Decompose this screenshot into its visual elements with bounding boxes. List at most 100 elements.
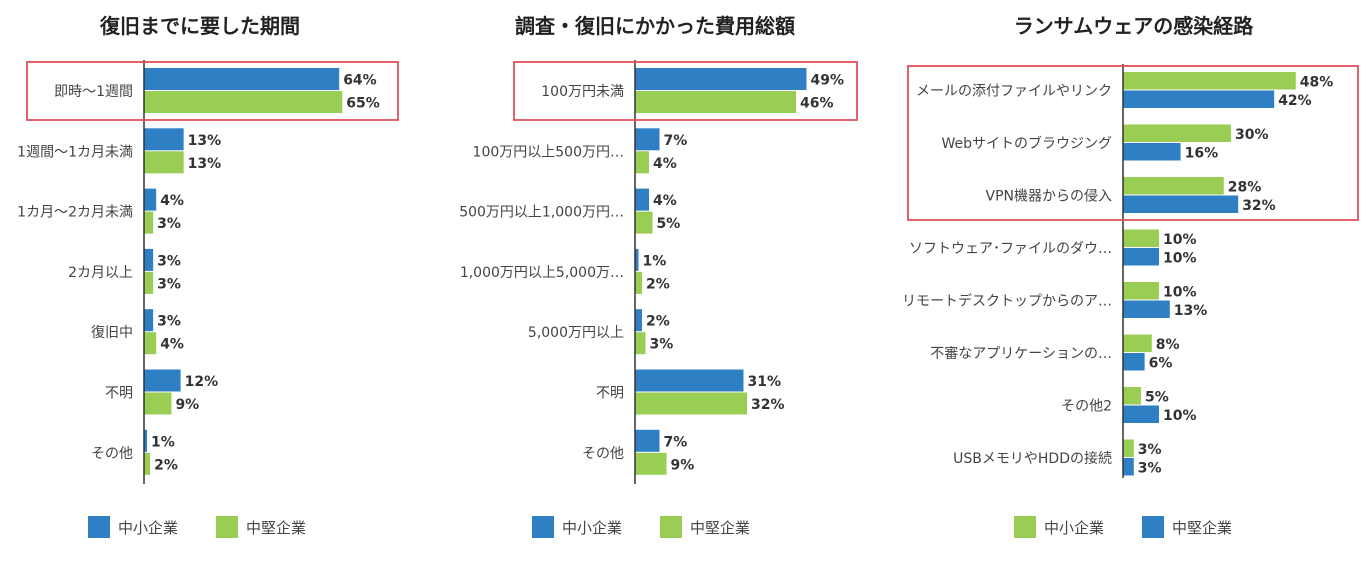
bar: [1123, 72, 1296, 90]
bar: [144, 151, 184, 174]
bar: [1123, 282, 1159, 300]
bar: [144, 452, 151, 475]
category-label: 不明: [596, 386, 624, 402]
legend: 中小企業 中堅企業: [1014, 516, 1232, 538]
bar: [1123, 405, 1159, 423]
data-label: 42%: [1278, 93, 1312, 109]
chart-plot: 49% 46% 100万円未満 7% 4% 100万円以上500万円… 4% 5% 500万円以…: [459, 60, 858, 484]
data-label: 3%: [1138, 442, 1162, 458]
data-label: 1%: [643, 253, 667, 269]
bar: [1123, 195, 1239, 213]
bar: [1123, 458, 1134, 476]
bar: [635, 128, 660, 151]
bar: [144, 188, 157, 211]
chart-title: 復旧までに要した期間: [100, 14, 300, 38]
data-label: 4%: [160, 193, 184, 209]
legend-item-midsize: 中堅企業: [1142, 516, 1232, 538]
legend: 中小企業 中堅企業: [532, 516, 750, 538]
category-label: VPN機器からの侵入: [986, 188, 1113, 205]
legend: 中小企業 中堅企業: [88, 516, 306, 538]
bar: [144, 369, 181, 392]
legend-item-sme: 中小企業: [88, 516, 178, 538]
legend-label: 中堅企業: [1172, 518, 1233, 537]
data-label: 10%: [1163, 232, 1197, 248]
bar: [144, 91, 343, 113]
category-label: 復旧中: [91, 324, 133, 341]
bar: [635, 151, 649, 174]
bar: [1123, 124, 1231, 142]
category-label: 1,000万円以上5,000万…: [460, 265, 624, 281]
chart-title: 調査・復旧にかかった費用総額: [515, 14, 795, 38]
legend-label: 中小企業: [562, 518, 623, 537]
data-label: 10%: [1163, 250, 1197, 266]
bar: [635, 452, 667, 475]
data-label: 2%: [646, 314, 670, 330]
bar: [144, 271, 154, 294]
bar: [635, 392, 747, 415]
legend-item-midsize: 中堅企業: [660, 516, 750, 538]
bar: [1123, 90, 1275, 108]
chart-title: ランサムウェアの感染経路: [1013, 14, 1254, 38]
data-label: 2%: [646, 276, 670, 292]
bar: [635, 429, 660, 452]
legend-item-midsize: 中堅企業: [216, 516, 306, 538]
chart-plot: 64% 65% 即時〜1週間 13% 13% 1週間〜1カ月未満 4% 3% 1カ月〜2カ月未満…: [17, 60, 399, 484]
category-label: その他: [582, 446, 624, 462]
category-label: 2カ月以上: [68, 265, 133, 281]
category-label: リモートデスクトップからのア…: [902, 293, 1112, 310]
category-label: 1カ月〜2カ月未満: [17, 205, 133, 221]
data-label: 4%: [653, 156, 677, 172]
bar: [1123, 229, 1159, 247]
bar: [144, 128, 184, 151]
category-label: 5,000万円以上: [528, 325, 624, 341]
chart-panel-recovery-period: 復旧までに要した期間 64% 65% 即時〜1週間 13% 13% 1週間〜1カ月未満 4%…: [0, 0, 460, 563]
data-label: 6%: [1149, 355, 1173, 371]
bar: [144, 68, 340, 90]
bar: [144, 248, 154, 271]
legend-item-sme: 中小企業: [1014, 516, 1104, 538]
bar: [635, 309, 642, 332]
bar: [144, 309, 154, 332]
data-label: 9%: [175, 397, 199, 413]
bar: [635, 248, 639, 271]
data-label: 12%: [185, 374, 219, 390]
chart-panel-infection-route: ランサムウェアの感染経路 48% 42% メールの添付ファイルやリンク 30% 16% W…: [880, 0, 1367, 563]
data-label: 1%: [151, 434, 175, 450]
chart-panel-cost: 調査・復旧にかかった費用総額 49% 46% 100万円未満 7% 4% 100万円以上5…: [420, 0, 890, 563]
data-label: 3%: [1138, 460, 1162, 476]
bar: [1123, 353, 1145, 371]
legend-label: 中堅企業: [246, 518, 307, 537]
legend-swatch: [88, 516, 110, 538]
highlight-box: [513, 61, 858, 121]
legend-swatch: [1014, 516, 1036, 538]
bar: [635, 271, 642, 294]
category-label: その他2: [1061, 399, 1112, 415]
data-label: 49%: [811, 73, 845, 89]
bar: [1123, 143, 1181, 161]
data-label: 28%: [1228, 179, 1262, 195]
data-label: 5%: [657, 216, 681, 232]
data-label: 10%: [1163, 408, 1197, 424]
legend-item-sme: 中小企業: [532, 516, 622, 538]
bar: [1123, 300, 1170, 318]
bar: [144, 392, 172, 415]
data-label: 2%: [154, 457, 178, 473]
bar: [635, 68, 807, 90]
legend-swatch: [216, 516, 239, 538]
legend-swatch: [1142, 516, 1165, 538]
highlight-box: [26, 61, 399, 121]
bar: [635, 332, 646, 355]
legend-label: 中小企業: [1044, 518, 1105, 537]
data-label: 3%: [157, 253, 181, 269]
data-label: 64%: [343, 73, 377, 89]
data-label: 13%: [188, 133, 222, 149]
data-label: 8%: [1156, 337, 1180, 353]
category-label: 1週間〜1カ月未満: [17, 144, 133, 160]
legend-label: 中小企業: [118, 518, 179, 537]
data-label: 3%: [157, 314, 181, 330]
legend-swatch: [660, 516, 683, 538]
bar: [1123, 177, 1224, 195]
category-label: ソフトウェア･ファイルのダウ…: [909, 241, 1112, 257]
category-label: 不審なアプリケーションの…: [930, 346, 1112, 362]
data-label: 46%: [800, 96, 834, 112]
